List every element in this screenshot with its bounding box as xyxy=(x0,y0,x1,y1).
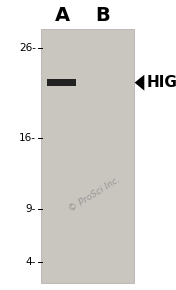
Bar xyxy=(41,29,134,283)
Bar xyxy=(47,79,76,86)
Text: 16-: 16- xyxy=(19,133,36,143)
Text: A: A xyxy=(55,6,70,26)
Text: HIG2: HIG2 xyxy=(147,75,176,90)
Polygon shape xyxy=(135,75,144,90)
Text: 9-: 9- xyxy=(26,204,36,214)
Text: 26-: 26- xyxy=(19,43,36,53)
Text: 4-: 4- xyxy=(26,258,36,267)
Text: © ProSci Inc.: © ProSci Inc. xyxy=(68,175,122,214)
Text: B: B xyxy=(96,6,110,26)
